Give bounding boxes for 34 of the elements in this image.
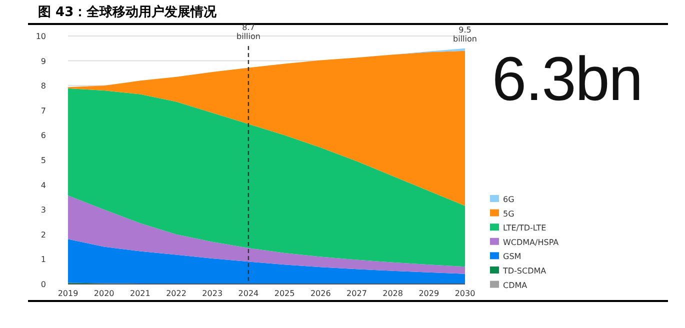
text: 6.3bn	[492, 45, 642, 114]
y-tick-label: 2	[40, 230, 46, 240]
x-tick-label: 2027	[346, 289, 367, 298]
y-tick-label: 3	[40, 206, 46, 215]
y-tick-label: 9	[40, 56, 46, 66]
title: 图 43：全球移动用户发展情况	[38, 5, 217, 20]
y-tick-label: 5	[40, 156, 46, 165]
x-tick-label: 2029	[418, 289, 440, 298]
x-tick-label: 2025	[274, 289, 295, 298]
y-tick-label: 4	[40, 180, 46, 190]
x-tick-label: 2026	[310, 289, 331, 298]
y-tick-label: 6	[40, 131, 46, 140]
legend-label: 5G	[503, 209, 514, 218]
x-tick-label: 2022	[166, 289, 186, 298]
y-tick-label: 1	[40, 255, 46, 264]
x-tick-label: 2021	[130, 289, 150, 298]
x-tick-label: 2023	[202, 289, 223, 298]
x-tick-label: 2019	[58, 289, 78, 298]
legend-label: CDMA	[503, 280, 528, 290]
x-tick-label: 2024	[238, 289, 259, 298]
y-tick-label: 0	[40, 280, 46, 289]
x-tick-label: 2030	[454, 289, 476, 298]
legend-label: WCDMA/HSPA	[503, 238, 560, 247]
y-tick-label: 10	[36, 32, 46, 41]
x-tick-label: 2028	[382, 289, 403, 298]
annotation: 9.5 billion	[453, 25, 477, 44]
y-tick-label: 8	[40, 82, 46, 91]
legend-label: LTE/TD-LTE	[503, 224, 546, 233]
legend-label: GSM	[503, 252, 522, 262]
ref-line-label: 8.7 billion	[236, 23, 260, 41]
x-tick-label: 2020	[94, 289, 114, 298]
legend-label: TD-SCDMA	[502, 266, 547, 276]
y-tick-label: 7	[40, 106, 46, 116]
legend-label: 6G	[503, 195, 514, 204]
